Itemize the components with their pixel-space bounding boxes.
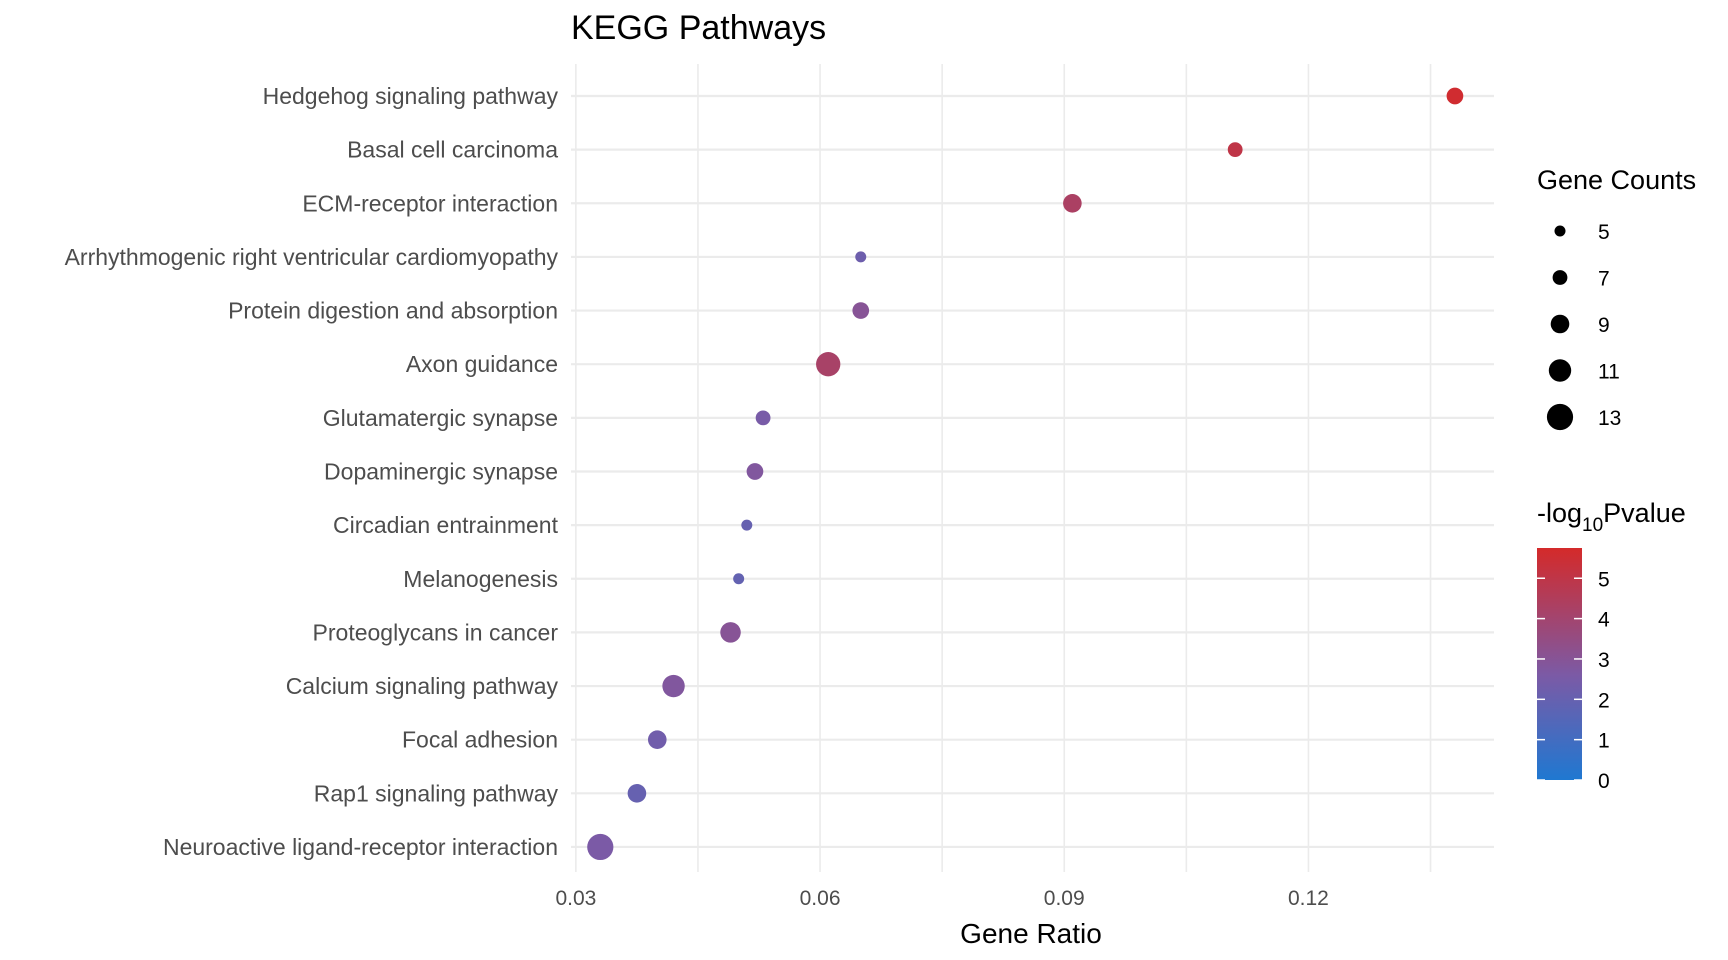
color-legend-title-subscript: 10 [1582,515,1603,536]
data-point [647,730,667,749]
colorbar [1537,548,1582,780]
data-point [627,784,647,803]
data-point [1227,142,1243,158]
color-legend-title-suffix: Pvalue [1603,498,1686,528]
size-legend: Gene Counts 5 7 9 11 13 [1537,165,1696,431]
size-legend-key [1552,270,1568,285]
data-points [587,87,1464,861]
x-axis-labels: 0.03 0.06 0.09 0.12 [555,887,1328,910]
y-tick-label: Circadian entrainment [333,512,559,538]
size-legend-label: 7 [1598,268,1610,291]
data-point [755,410,771,426]
data-point [852,302,870,319]
data-point [855,251,867,263]
y-tick-label: Basal cell carcinoma [347,137,558,163]
size-legend-label: 11 [1598,361,1620,384]
data-point [816,352,841,377]
colorbar-ticks: 0 1 2 3 4 5 [1537,568,1610,793]
colorbar-tick-label: 2 [1598,689,1610,712]
x-axis-title: Gene Ratio [960,918,1102,949]
colorbar-tick-label: 3 [1598,649,1610,672]
size-legend-label: 5 [1598,221,1610,244]
grid-lines [571,64,1494,872]
color-legend: -log10Pvalue 0 1 2 3 4 5 [1537,498,1686,793]
size-legend-title: Gene Counts [1537,165,1696,195]
size-legend-key [1546,403,1574,431]
color-legend-title-prefix: -log [1537,498,1582,528]
y-tick-label: ECM-receptor interaction [302,190,558,216]
y-tick-label: Neuroactive ligand-receptor interaction [163,834,558,860]
y-tick-label: Dopaminergic synapse [324,458,558,484]
data-point [662,674,685,698]
x-tick-label: 0.03 [555,887,596,910]
data-point [741,519,753,531]
x-tick-label: 0.12 [1288,887,1329,910]
data-point [587,833,614,861]
colorbar-tick-label: 0 [1598,770,1610,793]
size-legend-label: 9 [1598,314,1610,337]
y-tick-label: Focal adhesion [402,727,558,753]
color-legend-title: -log10Pvalue [1537,498,1686,536]
y-tick-label: Axon guidance [406,351,558,377]
y-tick-label: Glutamatergic synapse [323,405,558,431]
y-tick-label: Melanogenesis [403,566,558,592]
size-legend-label: 13 [1598,407,1621,430]
colorbar-tick-label: 4 [1598,609,1610,632]
y-tick-label: Hedgehog signaling pathway [263,83,559,109]
y-tick-label: Rap1 signaling pathway [314,780,559,806]
size-legend-key [1554,225,1566,237]
data-point [1063,193,1082,213]
colorbar-tick-label: 1 [1598,730,1610,753]
data-point [720,622,741,643]
x-tick-label: 0.09 [1044,887,1085,910]
size-legend-key [1548,359,1572,382]
y-tick-label: Arrhythmogenic right ventricular cardiom… [65,244,559,270]
y-tick-label: Proteoglycans in cancer [313,619,559,645]
colorbar-tick-label: 5 [1598,568,1610,591]
data-point [1446,87,1464,105]
y-axis-labels: Hedgehog signaling pathway Basal cell car… [65,83,559,860]
y-tick-label: Protein digestion and absorption [228,298,558,324]
data-point [746,463,764,480]
chart-title: KEGG Pathways [571,9,826,47]
y-tick-label: Calcium signaling pathway [286,673,559,699]
data-point [733,573,745,585]
size-legend-items: 5 7 9 11 13 [1546,221,1621,431]
x-tick-label: 0.06 [800,887,841,910]
size-legend-key [1550,314,1570,334]
